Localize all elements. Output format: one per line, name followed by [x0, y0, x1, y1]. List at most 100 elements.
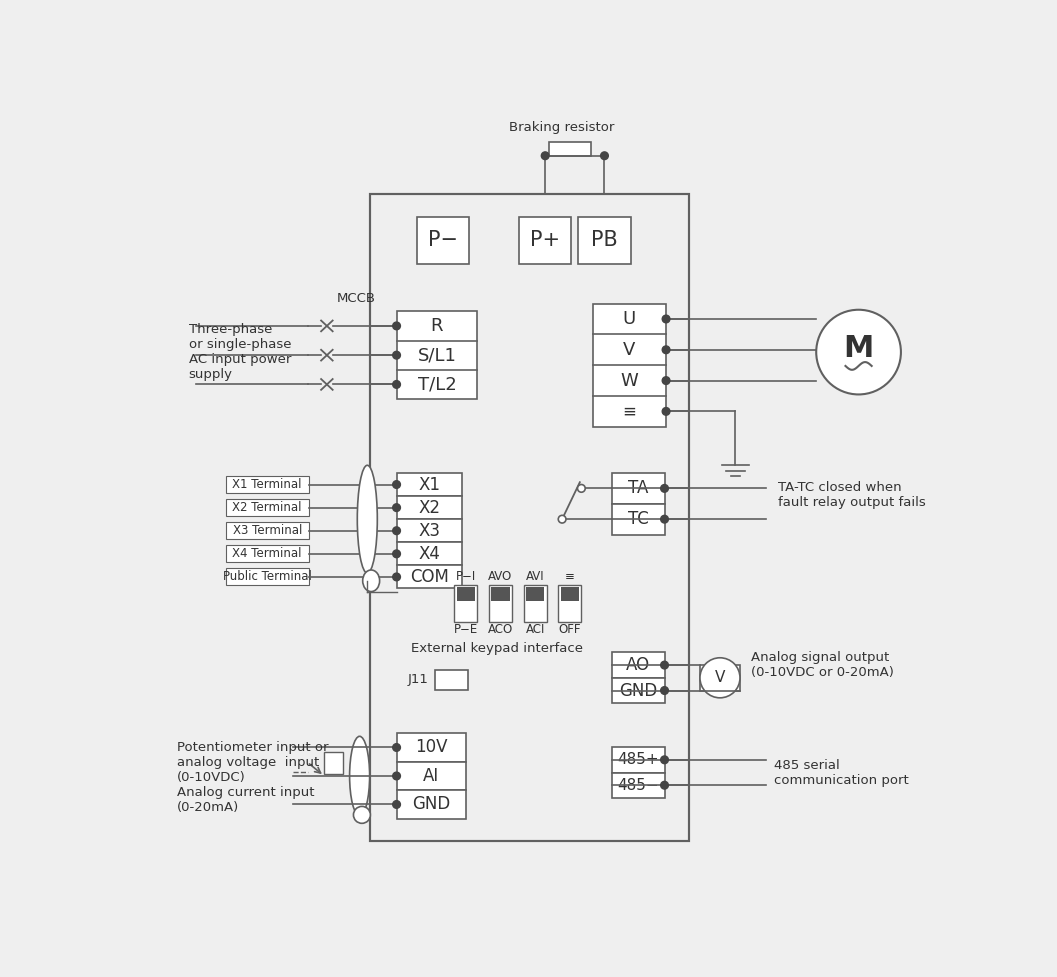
Circle shape	[661, 485, 668, 492]
Bar	[396, 790, 466, 819]
Bar	[396, 312, 478, 399]
Text: OFF: OFF	[558, 622, 581, 636]
Text: ACI: ACI	[525, 622, 544, 636]
Bar	[396, 566, 462, 588]
Circle shape	[600, 151, 609, 159]
Circle shape	[661, 687, 668, 695]
Circle shape	[393, 573, 401, 580]
Text: S/L1: S/L1	[418, 346, 457, 364]
Text: PB: PB	[591, 231, 618, 250]
Bar	[396, 473, 462, 496]
Circle shape	[663, 316, 670, 322]
Text: TC: TC	[628, 510, 649, 529]
Bar	[396, 519, 462, 542]
Text: T/L2: T/L2	[418, 375, 457, 394]
Bar	[396, 734, 466, 762]
Circle shape	[393, 504, 401, 512]
Bar	[549, 142, 591, 155]
Circle shape	[393, 381, 401, 388]
Bar	[526, 587, 544, 601]
Text: X4: X4	[419, 545, 440, 563]
Text: X3: X3	[419, 522, 441, 539]
Bar	[612, 678, 665, 703]
Text: U: U	[623, 310, 636, 328]
Bar	[435, 670, 468, 690]
Text: X2: X2	[419, 498, 441, 517]
Text: P−I: P−I	[456, 571, 476, 583]
Bar	[396, 542, 462, 566]
Text: V: V	[624, 341, 635, 359]
Bar	[396, 762, 466, 790]
Circle shape	[393, 743, 401, 751]
Text: 10V: 10V	[415, 739, 447, 756]
Circle shape	[558, 515, 565, 523]
Bar	[455, 584, 478, 621]
Text: TA-TC closed when
fault relay output fails: TA-TC closed when fault relay output fai…	[778, 481, 926, 509]
Bar	[225, 523, 309, 539]
Text: 485−: 485−	[617, 778, 660, 792]
Bar	[612, 653, 665, 678]
Bar	[370, 194, 689, 841]
Circle shape	[700, 658, 740, 698]
Text: R: R	[431, 317, 443, 335]
Circle shape	[661, 515, 668, 523]
Text: X4 Terminal: X4 Terminal	[233, 547, 302, 561]
Circle shape	[816, 310, 901, 395]
Text: COM: COM	[410, 568, 449, 586]
Text: X1 Terminal: X1 Terminal	[233, 478, 302, 491]
Circle shape	[577, 485, 586, 492]
Circle shape	[393, 800, 401, 808]
Bar	[489, 584, 512, 621]
Circle shape	[661, 661, 668, 669]
Bar	[612, 473, 665, 504]
Bar	[225, 476, 309, 493]
Ellipse shape	[363, 570, 379, 591]
Bar	[225, 569, 309, 585]
Ellipse shape	[350, 737, 370, 816]
Circle shape	[541, 151, 549, 159]
Text: AVO: AVO	[488, 571, 513, 583]
Text: Three-phase
or single-phase
AC input power
supply: Three-phase or single-phase AC input pow…	[188, 323, 291, 381]
Text: X3 Terminal: X3 Terminal	[233, 525, 302, 537]
Bar	[225, 545, 309, 563]
Bar	[612, 773, 665, 798]
Bar	[593, 304, 666, 427]
Text: ACO: ACO	[488, 622, 513, 636]
Text: X2 Terminal: X2 Terminal	[233, 501, 302, 514]
Text: Public Terminal: Public Terminal	[223, 571, 312, 583]
Text: Braking resistor: Braking resistor	[509, 121, 615, 134]
Text: 485+: 485+	[617, 752, 660, 767]
Circle shape	[393, 481, 401, 488]
Bar	[700, 665, 740, 691]
Text: J11: J11	[408, 673, 429, 686]
Text: TA: TA	[628, 480, 649, 497]
Bar	[523, 584, 546, 621]
Bar	[225, 499, 309, 516]
Circle shape	[393, 322, 401, 330]
Circle shape	[393, 352, 401, 359]
Text: External keypad interface: External keypad interface	[411, 642, 582, 655]
Text: AO: AO	[627, 657, 650, 674]
Circle shape	[661, 756, 668, 764]
Bar	[612, 504, 665, 534]
Bar	[612, 747, 665, 773]
Text: P−: P−	[428, 231, 458, 250]
Bar	[370, 194, 689, 841]
Text: Potentiometer input or
analog voltage  input
(0-10VDC)
Analog current input
(0-2: Potentiometer input or analog voltage in…	[178, 742, 329, 815]
Bar	[519, 217, 572, 264]
Bar	[416, 217, 469, 264]
Text: X1: X1	[419, 476, 441, 493]
Text: MCCB: MCCB	[336, 292, 375, 305]
Text: GND: GND	[412, 795, 450, 814]
Circle shape	[663, 377, 670, 384]
Text: V: V	[715, 670, 725, 685]
Text: AI: AI	[423, 767, 440, 785]
Bar	[560, 587, 579, 601]
Bar	[324, 752, 342, 774]
Ellipse shape	[357, 465, 377, 573]
Text: AVI: AVI	[525, 571, 544, 583]
Circle shape	[663, 407, 670, 415]
Text: W: W	[620, 371, 638, 390]
Circle shape	[393, 772, 401, 780]
Circle shape	[393, 550, 401, 558]
